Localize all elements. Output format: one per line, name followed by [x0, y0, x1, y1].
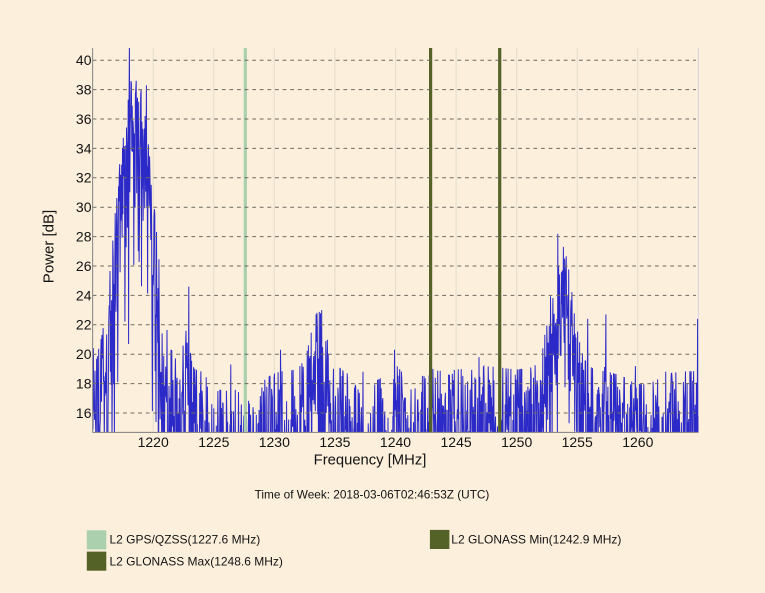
svg-text:1230: 1230 — [259, 434, 290, 450]
svg-text:30: 30 — [76, 199, 92, 215]
svg-text:1240: 1240 — [380, 434, 411, 450]
svg-text:L2 GLONASS Max(1248.6 MHz): L2 GLONASS Max(1248.6 MHz) — [110, 555, 283, 569]
svg-text:1250: 1250 — [501, 434, 532, 450]
svg-text:40: 40 — [76, 52, 92, 68]
svg-text:L2 GLONASS Min(1242.9 MHz): L2 GLONASS Min(1242.9 MHz) — [451, 533, 621, 547]
svg-text:16: 16 — [76, 405, 92, 421]
svg-text:1260: 1260 — [622, 434, 653, 450]
svg-text:1225: 1225 — [198, 434, 229, 450]
svg-text:18: 18 — [76, 376, 92, 392]
svg-text:24: 24 — [76, 287, 92, 303]
svg-text:Frequency [MHz]: Frequency [MHz] — [314, 453, 427, 469]
svg-text:38: 38 — [76, 82, 92, 98]
svg-text:L2 GPS/QZSS(1227.6 MHz): L2 GPS/QZSS(1227.6 MHz) — [110, 533, 261, 547]
svg-text:1255: 1255 — [562, 434, 593, 450]
svg-text:1235: 1235 — [319, 434, 350, 450]
svg-text:26: 26 — [76, 258, 92, 274]
svg-text:20: 20 — [76, 346, 92, 362]
svg-text:36: 36 — [76, 111, 92, 127]
svg-text:Power [dB]: Power [dB] — [41, 210, 58, 283]
svg-text:1220: 1220 — [138, 434, 169, 450]
svg-text:Time of Week: 2018-03-06T02:46: Time of Week: 2018-03-06T02:46:53Z (UTC) — [255, 487, 490, 501]
svg-text:32: 32 — [76, 170, 92, 186]
svg-text:34: 34 — [76, 140, 92, 156]
svg-text:22: 22 — [76, 317, 92, 333]
svg-text:1245: 1245 — [441, 434, 472, 450]
svg-text:28: 28 — [76, 229, 92, 245]
